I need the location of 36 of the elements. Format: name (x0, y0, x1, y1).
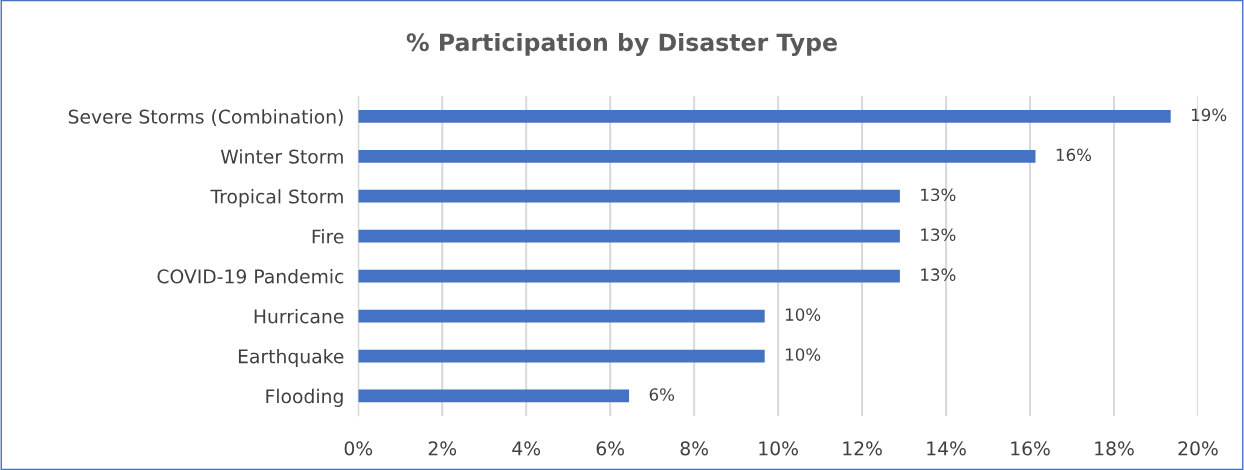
x-tick-label: 0% (344, 441, 373, 456)
bar (358, 109, 1171, 123)
data-label: 13% (921, 268, 956, 281)
x-tick-label: 10% (759, 441, 798, 456)
y-tick-label: Earthquake (238, 348, 344, 368)
data-label: 10% (785, 348, 821, 361)
y-tick-label: Hurricane (254, 308, 344, 324)
x-tick-label: 2% (428, 441, 457, 456)
x-tick-label: 4% (512, 441, 541, 456)
bar (358, 189, 900, 203)
y-tick-label: Tropical Storm (210, 189, 343, 208)
bar (358, 349, 765, 363)
data-label: 13% (921, 188, 956, 202)
data-label: 19% (1191, 108, 1227, 122)
chart-title: % Participation by Disaster Type (406, 32, 837, 56)
y-tick-label: Fire (312, 229, 344, 244)
y-tick-label: Winter Storm (220, 149, 343, 164)
bar (358, 309, 765, 323)
x-tick-label: 8% (680, 441, 708, 456)
data-label: 13% (921, 228, 956, 242)
data-label: 10% (785, 308, 821, 321)
data-label: 16% (1056, 148, 1092, 162)
bar (358, 389, 630, 403)
y-tick-label: Flooding (266, 388, 343, 407)
x-tick-label: 20% (1178, 441, 1218, 456)
y-tick-label: COVID-19 Pandemic (157, 269, 344, 284)
data-label: 6% (649, 388, 675, 401)
x-tick-label: 6% (596, 441, 625, 456)
x-tick-label: 14% (927, 441, 966, 456)
bar (358, 269, 900, 283)
x-tick-label: 18% (1095, 441, 1134, 456)
bar (358, 149, 1036, 163)
x-tick-label: 12% (843, 441, 882, 456)
y-tick-label: Severe Storms (Combination) (68, 109, 343, 126)
bar (358, 229, 900, 243)
x-tick-label: 16% (1011, 441, 1050, 456)
